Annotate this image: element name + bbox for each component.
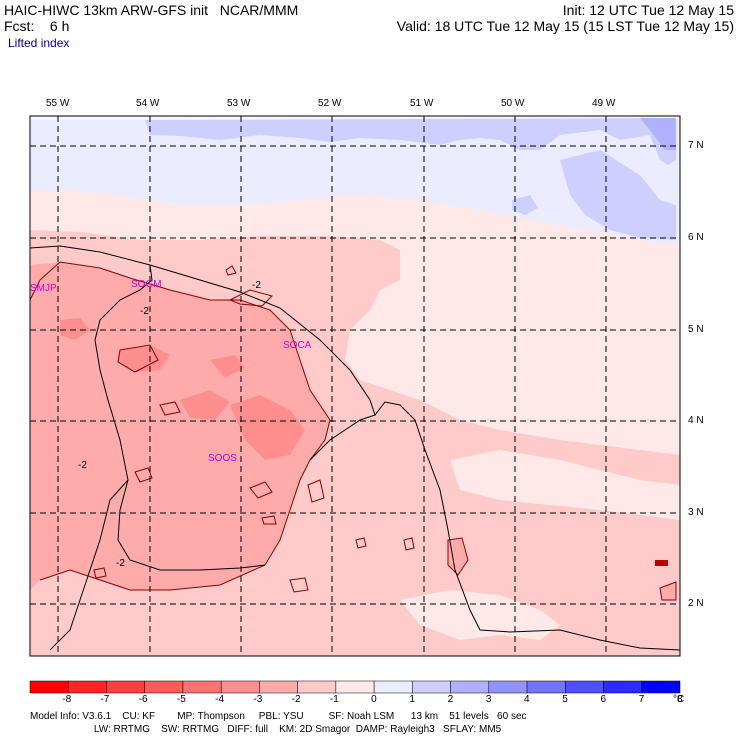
colorbar-swatch bbox=[259, 680, 298, 694]
colorbar-swatch bbox=[106, 680, 145, 694]
model-title: HAIC-HIWC 13km ARW-GFS init NCAR/MMM bbox=[4, 2, 299, 18]
colorbar-tick-label: 7 bbox=[638, 694, 645, 705]
colorbar-swatch bbox=[182, 680, 222, 694]
init-time: Init: 12 UTC Tue 12 May 15 bbox=[562, 2, 734, 18]
valid-time: Valid: 18 UTC Tue 12 May 15 (15 LST Tue … bbox=[396, 18, 734, 34]
colorbar-swatch bbox=[603, 680, 643, 694]
colorbar-tick-label: 6 bbox=[600, 694, 607, 705]
coastlines bbox=[30, 245, 680, 651]
lon-label-55w: 55 W bbox=[46, 98, 70, 109]
lat-label-7n: 7 N bbox=[688, 140, 704, 151]
contour-label: -2 bbox=[140, 306, 149, 317]
lon-label-52w: 52 W bbox=[318, 98, 342, 109]
lon-label-53w: 53 W bbox=[227, 98, 251, 109]
lat-label-6n: 6 N bbox=[688, 232, 704, 243]
colorbar-tick-label: -5 bbox=[176, 694, 186, 705]
colorbar-swatch bbox=[220, 680, 260, 694]
colorbar-swatch bbox=[412, 680, 451, 694]
colorbar-swatch bbox=[526, 680, 566, 694]
station-smjp: SMJP bbox=[30, 283, 57, 294]
colorbar-tick-label: 8 bbox=[677, 694, 683, 705]
colorbar-swatch bbox=[297, 680, 337, 694]
colorbar bbox=[29, 680, 681, 694]
station-soca: SOCA bbox=[283, 340, 312, 351]
colorbar-tick-label: -3 bbox=[253, 694, 263, 705]
lat-label-4n: 4 N bbox=[688, 415, 704, 426]
colorbar-tick-label: 2 bbox=[447, 694, 454, 705]
colorbar-swatch bbox=[373, 680, 413, 694]
contour-lines bbox=[30, 261, 677, 601]
colorbar-tick-label: 5 bbox=[562, 694, 568, 705]
lat-lon-grid bbox=[30, 116, 680, 656]
lat-label-3n: 3 N bbox=[688, 507, 704, 518]
contour-label: -2 bbox=[78, 460, 87, 471]
colorbar-tick-label: -1 bbox=[329, 694, 339, 705]
lifted-index-field bbox=[30, 116, 680, 656]
map-frame bbox=[29, 115, 681, 657]
lon-label-54w: 54 W bbox=[136, 98, 160, 109]
colorbar-swatch bbox=[641, 680, 681, 694]
station-soos: SOOS bbox=[208, 453, 237, 464]
field-name: Lifted index bbox=[8, 36, 70, 50]
lat-label-2n: 2 N bbox=[688, 598, 704, 609]
colorbar-swatch bbox=[565, 680, 604, 694]
colorbar-swatch bbox=[144, 680, 184, 694]
colorbar-swatch bbox=[450, 680, 490, 694]
lon-label-50w: 50 W bbox=[501, 98, 525, 109]
model-info-line2: LW: RRTMG SW: RRTMG DIFF: full KM: 2D Sm… bbox=[30, 724, 502, 735]
colorbar-swatch bbox=[335, 680, 375, 694]
colorbar-tick-label: -4 bbox=[215, 694, 225, 705]
colorbar-swatch bbox=[67, 680, 107, 694]
colorbar-swatch bbox=[29, 680, 69, 694]
contour-label: -2 bbox=[116, 558, 125, 569]
colorbar-tick-label: 3 bbox=[485, 694, 492, 705]
contour-label: -2 bbox=[252, 280, 261, 291]
colorbar-unit: °C bbox=[673, 694, 685, 705]
colorbar-tick-label: -7 bbox=[100, 694, 110, 705]
colorbar-tick-label: 4 bbox=[524, 694, 530, 705]
lat-label-5n: 5 N bbox=[688, 324, 704, 335]
forecast-hour: Fcst: 6 h bbox=[4, 18, 70, 34]
colorbar-swatch bbox=[488, 680, 528, 694]
model-info-line1: Model Info: V3.6.1 CU: KF MP: Thompson P… bbox=[30, 711, 527, 722]
lon-label-49w: 49 W bbox=[592, 98, 616, 109]
colorbar-tick-label: -2 bbox=[291, 694, 301, 705]
colorbar-tick-label: -8 bbox=[62, 694, 72, 705]
colorbar-tick-label: 0 bbox=[371, 694, 377, 705]
colorbar-tick-label: -6 bbox=[138, 694, 148, 705]
lon-label-51w: 51 W bbox=[410, 98, 434, 109]
colorbar-tick-label: 1 bbox=[409, 694, 415, 705]
station-sogm: SOGM bbox=[131, 279, 162, 290]
